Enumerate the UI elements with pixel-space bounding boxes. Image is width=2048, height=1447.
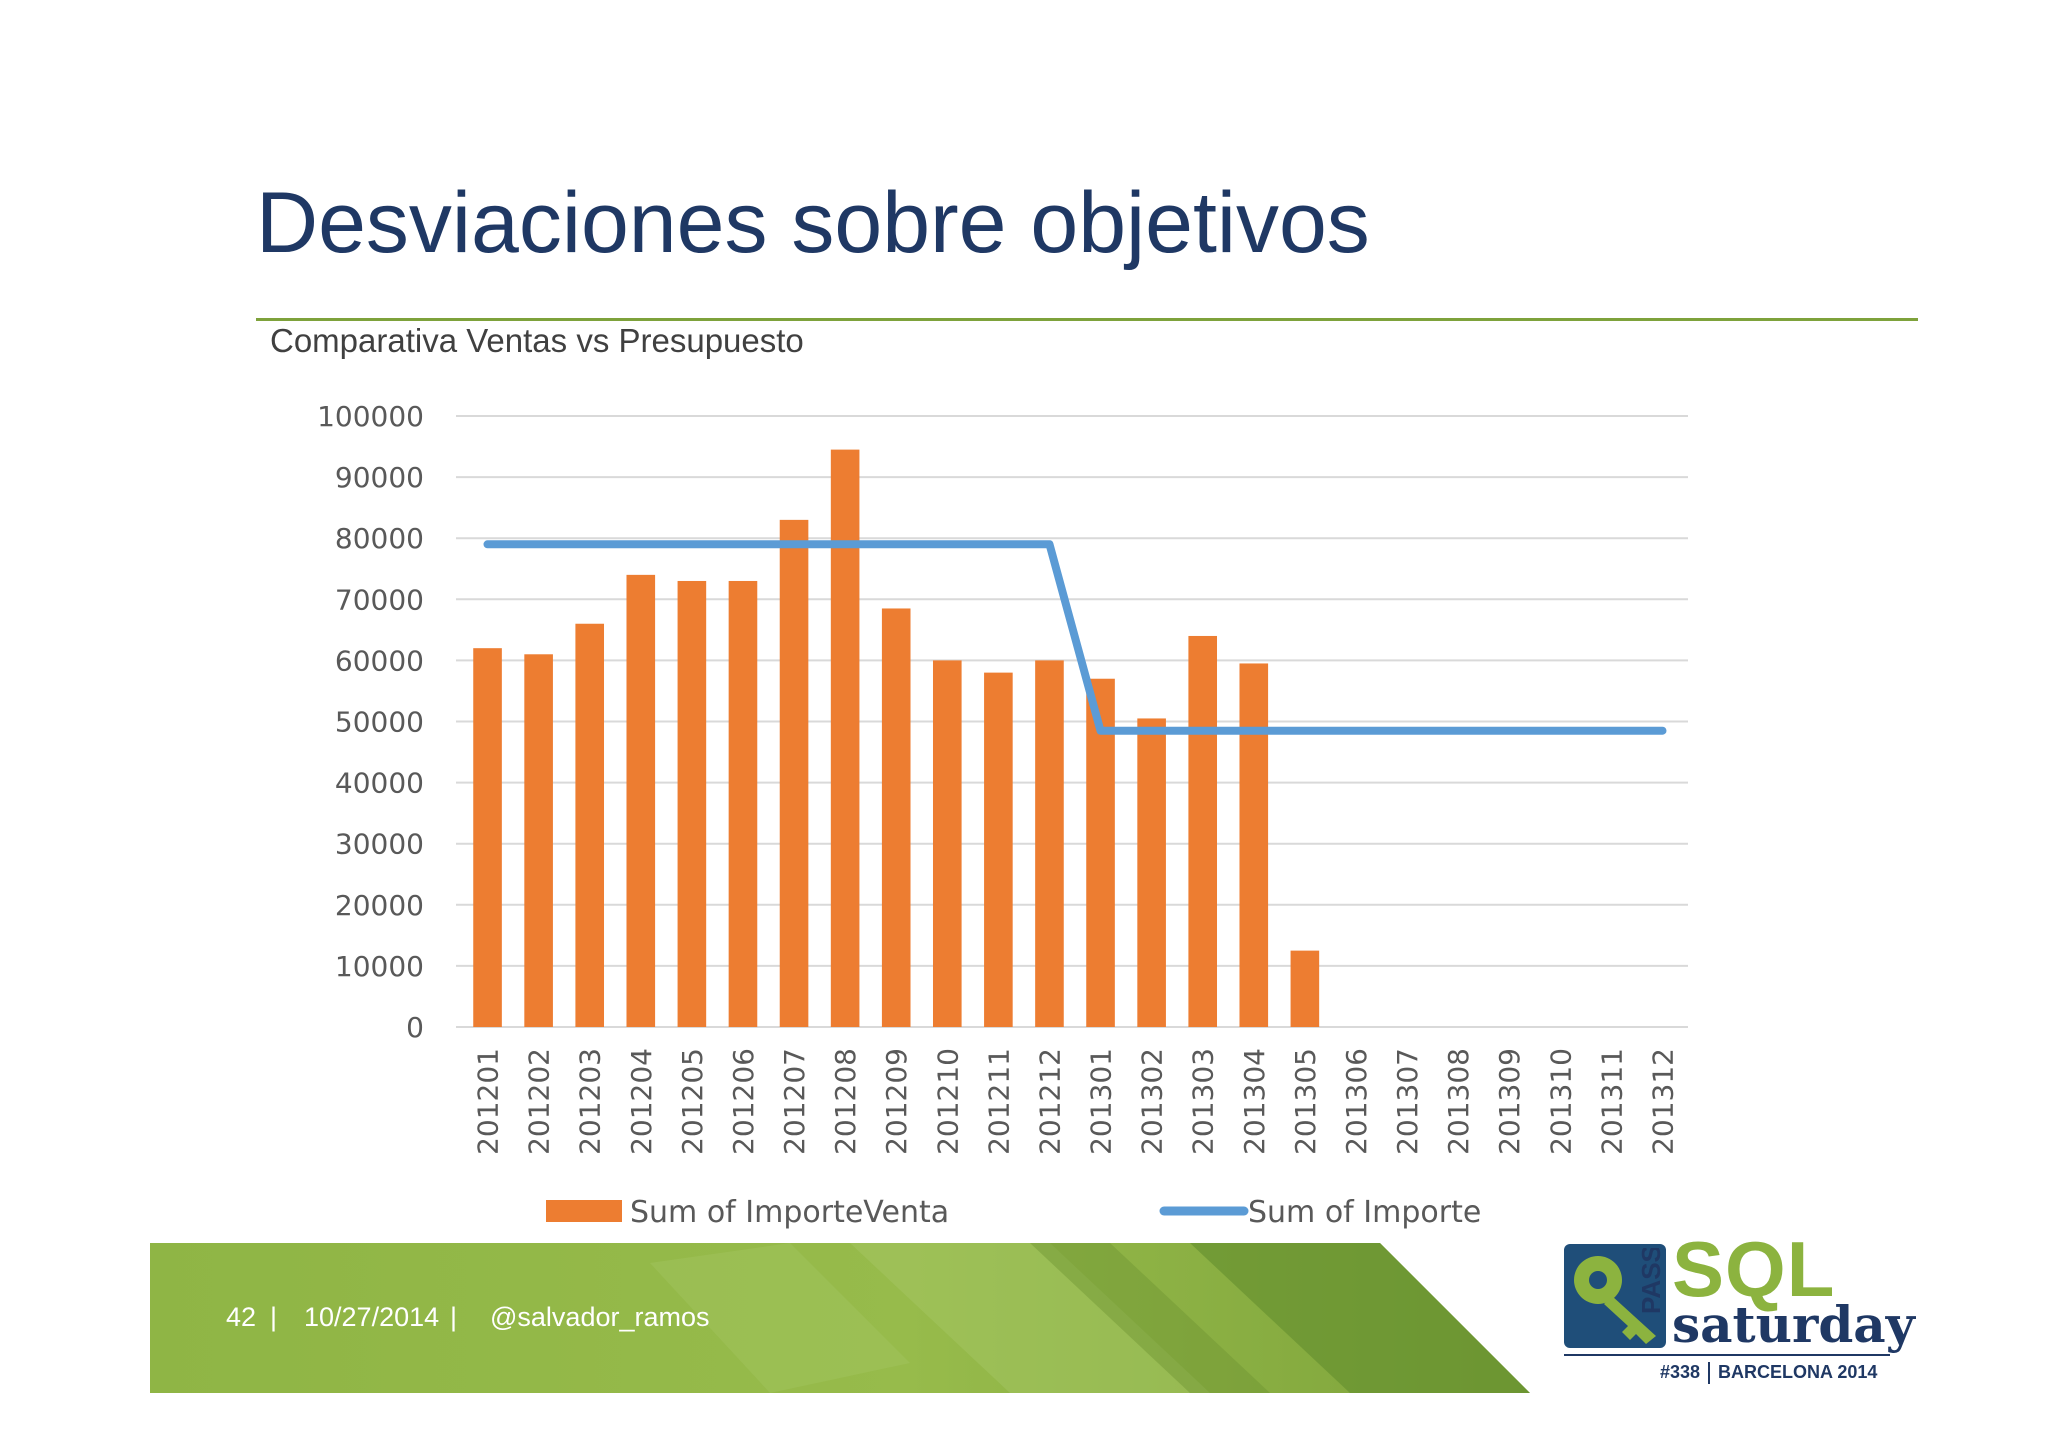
x-tick-label: 201205 — [676, 1048, 709, 1155]
x-tick-label: 201203 — [574, 1048, 607, 1155]
bar — [881, 608, 911, 1027]
y-tick-label: 40000 — [335, 767, 424, 800]
x-tick-label: 201207 — [778, 1048, 811, 1155]
x-tick-label: 201211 — [982, 1048, 1015, 1155]
title-divider — [256, 318, 1918, 321]
y-tick-label: 10000 — [335, 950, 424, 983]
y-tick-label: 0 — [406, 1011, 424, 1044]
bar — [626, 574, 656, 1027]
slide-title: Desviaciones sobre objetivos — [256, 175, 1370, 271]
bar — [830, 449, 860, 1028]
x-tick-label: 201305 — [1289, 1048, 1322, 1155]
x-tick-label: 201301 — [1085, 1048, 1118, 1155]
x-tick-label: 201202 — [523, 1048, 556, 1155]
y-tick-label: 20000 — [335, 889, 424, 922]
sql-wordmark: SQL — [1672, 1225, 1836, 1313]
key-icon — [1564, 1244, 1666, 1348]
x-tick-label: 201307 — [1391, 1048, 1424, 1155]
y-tick-label: 30000 — [335, 828, 424, 861]
x-tick-label: 201312 — [1646, 1048, 1679, 1155]
bar — [473, 648, 502, 1027]
line-series-path — [483, 540, 1667, 735]
x-tick-label: 201309 — [1493, 1048, 1526, 1155]
bar — [575, 623, 605, 1027]
bar — [1035, 660, 1064, 1027]
bar — [677, 580, 707, 1027]
bar — [1239, 663, 1269, 1027]
event-separator — [1708, 1362, 1711, 1385]
footer-date: 10/27/2014 — [304, 1302, 440, 1332]
footer-page-number: 42 — [226, 1302, 257, 1332]
legend-swatch-bar — [546, 1200, 622, 1222]
x-tick-label: 201201 — [472, 1048, 505, 1155]
x-tick-label: 201212 — [1033, 1048, 1066, 1155]
x-tick-label: 201306 — [1340, 1048, 1373, 1155]
bar — [779, 519, 809, 1027]
x-tick-label: 201303 — [1187, 1048, 1220, 1155]
y-tick-label: 60000 — [335, 644, 424, 677]
legend-label-line: Sum of Importe — [1248, 1195, 1481, 1230]
y-tick-label: 50000 — [335, 706, 424, 739]
bar — [728, 580, 758, 1027]
footer-separator: | — [450, 1302, 458, 1332]
y-tick-label: 90000 — [335, 461, 424, 494]
sql-saturday-logo: PASS SQL saturday #338 BARCELONA 2014 — [1560, 1230, 1915, 1396]
event-label: #338 BARCELONA 2014 — [1660, 1362, 1878, 1385]
x-tick-label: 201310 — [1544, 1048, 1577, 1155]
x-tick-label: 201304 — [1238, 1048, 1271, 1155]
y-tick-label: 80000 — [335, 522, 424, 555]
bar — [984, 672, 1013, 1027]
y-tick-label: 100000 — [317, 400, 424, 433]
legend-label-bar: Sum of ImporteVenta — [630, 1195, 949, 1230]
chart-legend: Sum of ImporteVenta Sum of Importe — [546, 1195, 1481, 1230]
chart-subtitle: Comparativa Ventas vs Presupuesto — [270, 322, 804, 359]
saturday-wordmark: saturday — [1672, 1295, 1915, 1354]
x-tick-label: 201210 — [931, 1048, 964, 1155]
y-axis-ticks: 0 10000 20000 30000 40000 50000 60000 70000 8000… — [317, 400, 424, 1044]
x-axis-ticks: 201201 201202 201203 201204 201205 201206 2012… — [472, 1048, 1680, 1155]
pass-label: PASS — [1636, 1248, 1666, 1314]
bar — [1290, 950, 1320, 1027]
event-location: BARCELONA 2014 — [1718, 1362, 1878, 1382]
x-tick-label: 201206 — [727, 1048, 760, 1155]
x-tick-label: 201308 — [1442, 1048, 1475, 1155]
event-number: #338 — [1660, 1362, 1701, 1382]
bar — [1137, 718, 1166, 1027]
y-tick-label: 70000 — [335, 583, 424, 616]
pass-wordmark: PASS — [1636, 1248, 1666, 1314]
x-tick-label: 201209 — [880, 1048, 913, 1155]
bar-series — [473, 449, 1320, 1028]
x-tick-label: 201204 — [625, 1048, 658, 1155]
footer-band — [150, 1243, 1530, 1393]
footer-handle: @salvador_ramos — [490, 1302, 710, 1332]
bar — [1086, 678, 1115, 1027]
combo-chart: 0 10000 20000 30000 40000 50000 60000 70000 8000… — [317, 400, 1688, 1230]
line-series — [483, 540, 1667, 735]
x-tick-label: 201311 — [1595, 1048, 1628, 1155]
chart-gridlines — [456, 415, 1688, 1028]
bar — [1188, 635, 1218, 1027]
x-tick-label: 201208 — [829, 1048, 862, 1155]
x-tick-label: 201302 — [1136, 1048, 1169, 1155]
footer-separator: | — [270, 1302, 278, 1332]
bar — [932, 660, 962, 1027]
bar — [524, 654, 553, 1027]
logo-divider — [1564, 1354, 1890, 1356]
